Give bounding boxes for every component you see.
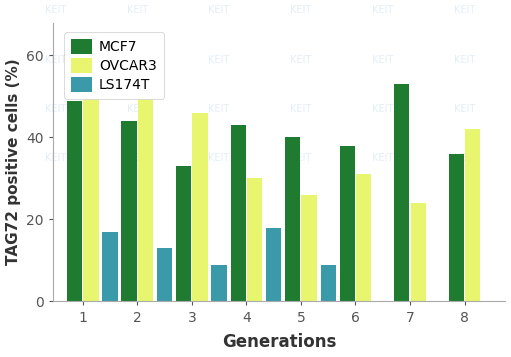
Bar <box>83 96 99 301</box>
Bar <box>67 101 82 301</box>
X-axis label: Generations: Generations <box>222 333 336 351</box>
Text: KEIT: KEIT <box>290 104 312 114</box>
Text: KEIT: KEIT <box>372 153 393 163</box>
Text: KEIT: KEIT <box>127 104 148 114</box>
Text: KEIT: KEIT <box>454 5 475 15</box>
Bar <box>285 137 300 301</box>
Bar <box>320 265 336 301</box>
Bar <box>465 129 480 301</box>
Bar <box>247 178 262 301</box>
Bar <box>122 121 137 301</box>
Text: KEIT: KEIT <box>127 55 148 65</box>
Text: KEIT: KEIT <box>45 153 66 163</box>
Text: KEIT: KEIT <box>454 55 475 65</box>
Text: KEIT: KEIT <box>208 5 230 15</box>
Text: KEIT: KEIT <box>290 5 312 15</box>
Bar <box>356 174 371 301</box>
Text: KEIT: KEIT <box>127 5 148 15</box>
Text: KEIT: KEIT <box>127 153 148 163</box>
Text: KEIT: KEIT <box>208 55 230 65</box>
Text: KEIT: KEIT <box>208 153 230 163</box>
Text: KEIT: KEIT <box>454 104 475 114</box>
Bar <box>138 96 153 301</box>
Text: KEIT: KEIT <box>45 5 66 15</box>
Legend: MCF7, OVCAR3, LS174T: MCF7, OVCAR3, LS174T <box>64 32 164 99</box>
Text: KEIT: KEIT <box>45 55 66 65</box>
Text: KEIT: KEIT <box>45 104 66 114</box>
Bar <box>212 265 227 301</box>
Bar <box>301 195 317 301</box>
Y-axis label: TAG72 positive cells (%): TAG72 positive cells (%) <box>6 59 20 265</box>
Bar <box>230 125 246 301</box>
Text: KEIT: KEIT <box>290 153 312 163</box>
Bar <box>192 113 207 301</box>
Bar <box>394 84 409 301</box>
Bar <box>266 228 281 301</box>
Text: KEIT: KEIT <box>290 55 312 65</box>
Text: KEIT: KEIT <box>208 104 230 114</box>
Bar <box>340 146 355 301</box>
Bar <box>176 166 191 301</box>
Text: KEIT: KEIT <box>372 55 393 65</box>
Bar <box>102 232 118 301</box>
Text: KEIT: KEIT <box>454 153 475 163</box>
Bar <box>157 248 172 301</box>
Bar <box>410 203 426 301</box>
Bar <box>449 154 464 301</box>
Text: KEIT: KEIT <box>372 104 393 114</box>
Text: KEIT: KEIT <box>372 5 393 15</box>
